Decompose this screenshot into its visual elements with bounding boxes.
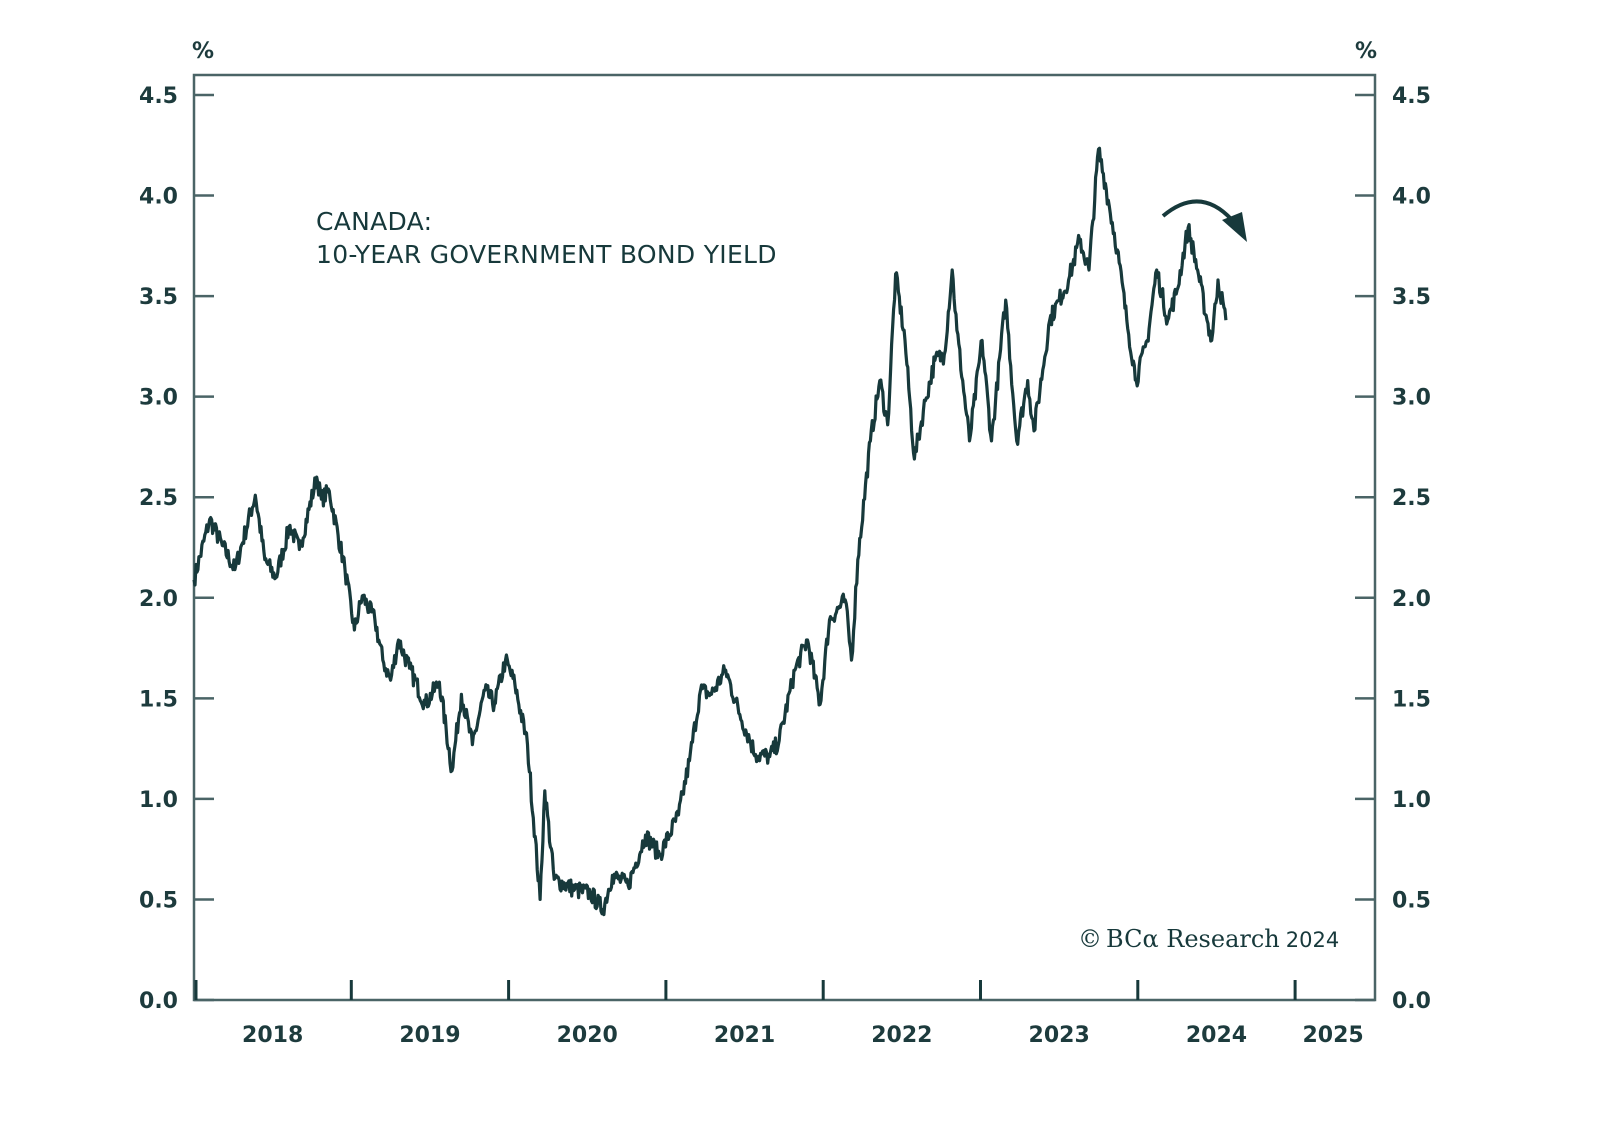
y-tick-label-left: 3.0 [139,386,178,411]
copyright: © BCα Research 2024 [1078,925,1339,953]
x-tick-label: 2020 [557,1023,618,1048]
copyright-brand: BCα Research [1106,925,1280,953]
y-tick-label-right: 0.0 [1392,989,1431,1014]
y-tick-label-left: 2.5 [139,486,178,511]
y-tick-label-right: 0.5 [1392,888,1431,913]
y-axis-left: 0.0 0.5 1.0 1.5 2.0 2.5 3.0 3.5 4.0 4.5 [139,84,178,1014]
x-tick-label: 2021 [714,1023,775,1048]
y-tick-label-right: 2.5 [1392,486,1431,511]
y-tick-label-left: 1.5 [139,687,178,712]
copyright-symbol: © [1078,925,1102,953]
x-tick-label: 2019 [399,1023,460,1048]
y-tick-label-left: 4.0 [139,185,178,210]
y-axis-right-unit: % [1355,39,1377,64]
y-tick-label-left: 4.5 [139,84,178,109]
x-tick-label: 2025 [1302,1023,1363,1048]
x-tick-label: 2024 [1186,1023,1247,1048]
y-tick-label-left: 1.0 [139,788,178,813]
chart-title: CANADA: [316,207,432,236]
series-line-canada-10y-yield [192,146,1228,917]
y-tick-label-right: 4.0 [1392,185,1431,210]
y-tick-label-right: 3.5 [1392,285,1431,310]
y-tick-label-left: 0.5 [139,888,178,913]
chart-subtitle: 10-YEAR GOVERNMENT BOND YIELD [316,240,777,269]
x-tick-label: 2023 [1029,1023,1090,1048]
y-tick-label-right: 1.0 [1392,788,1431,813]
y-axis-right: 0.0 0.5 1.0 1.5 2.0 2.5 3.0 3.5 4.0 4.5 [1392,84,1431,1014]
x-axis: 2018 2019 2020 2021 2022 2023 2024 2025 [242,1023,1364,1048]
y-axis-left-unit: % [192,39,214,64]
arrow-arc [1161,199,1234,222]
y-tick-label-right: 3.0 [1392,386,1431,411]
y-tick-label-right: 2.0 [1392,587,1431,612]
y-tick-label-left: 0.0 [139,989,178,1014]
copyright-year: 2024 [1286,928,1339,952]
y-tick-label-left: 3.5 [139,285,178,310]
axis-ticks [194,93,1375,1002]
y-tick-label-right: 4.5 [1392,84,1431,109]
plot-frame [192,73,1377,1002]
x-tick-label: 2018 [242,1023,303,1048]
arrow-head-icon [1222,212,1247,242]
copyright-text: © BCα Research 2024 [1078,925,1339,953]
x-tick-label: 2022 [871,1023,932,1048]
curved-arrow-annotation [1161,199,1247,242]
y-tick-label-right: 1.5 [1392,687,1431,712]
y-tick-label-left: 2.0 [139,587,178,612]
